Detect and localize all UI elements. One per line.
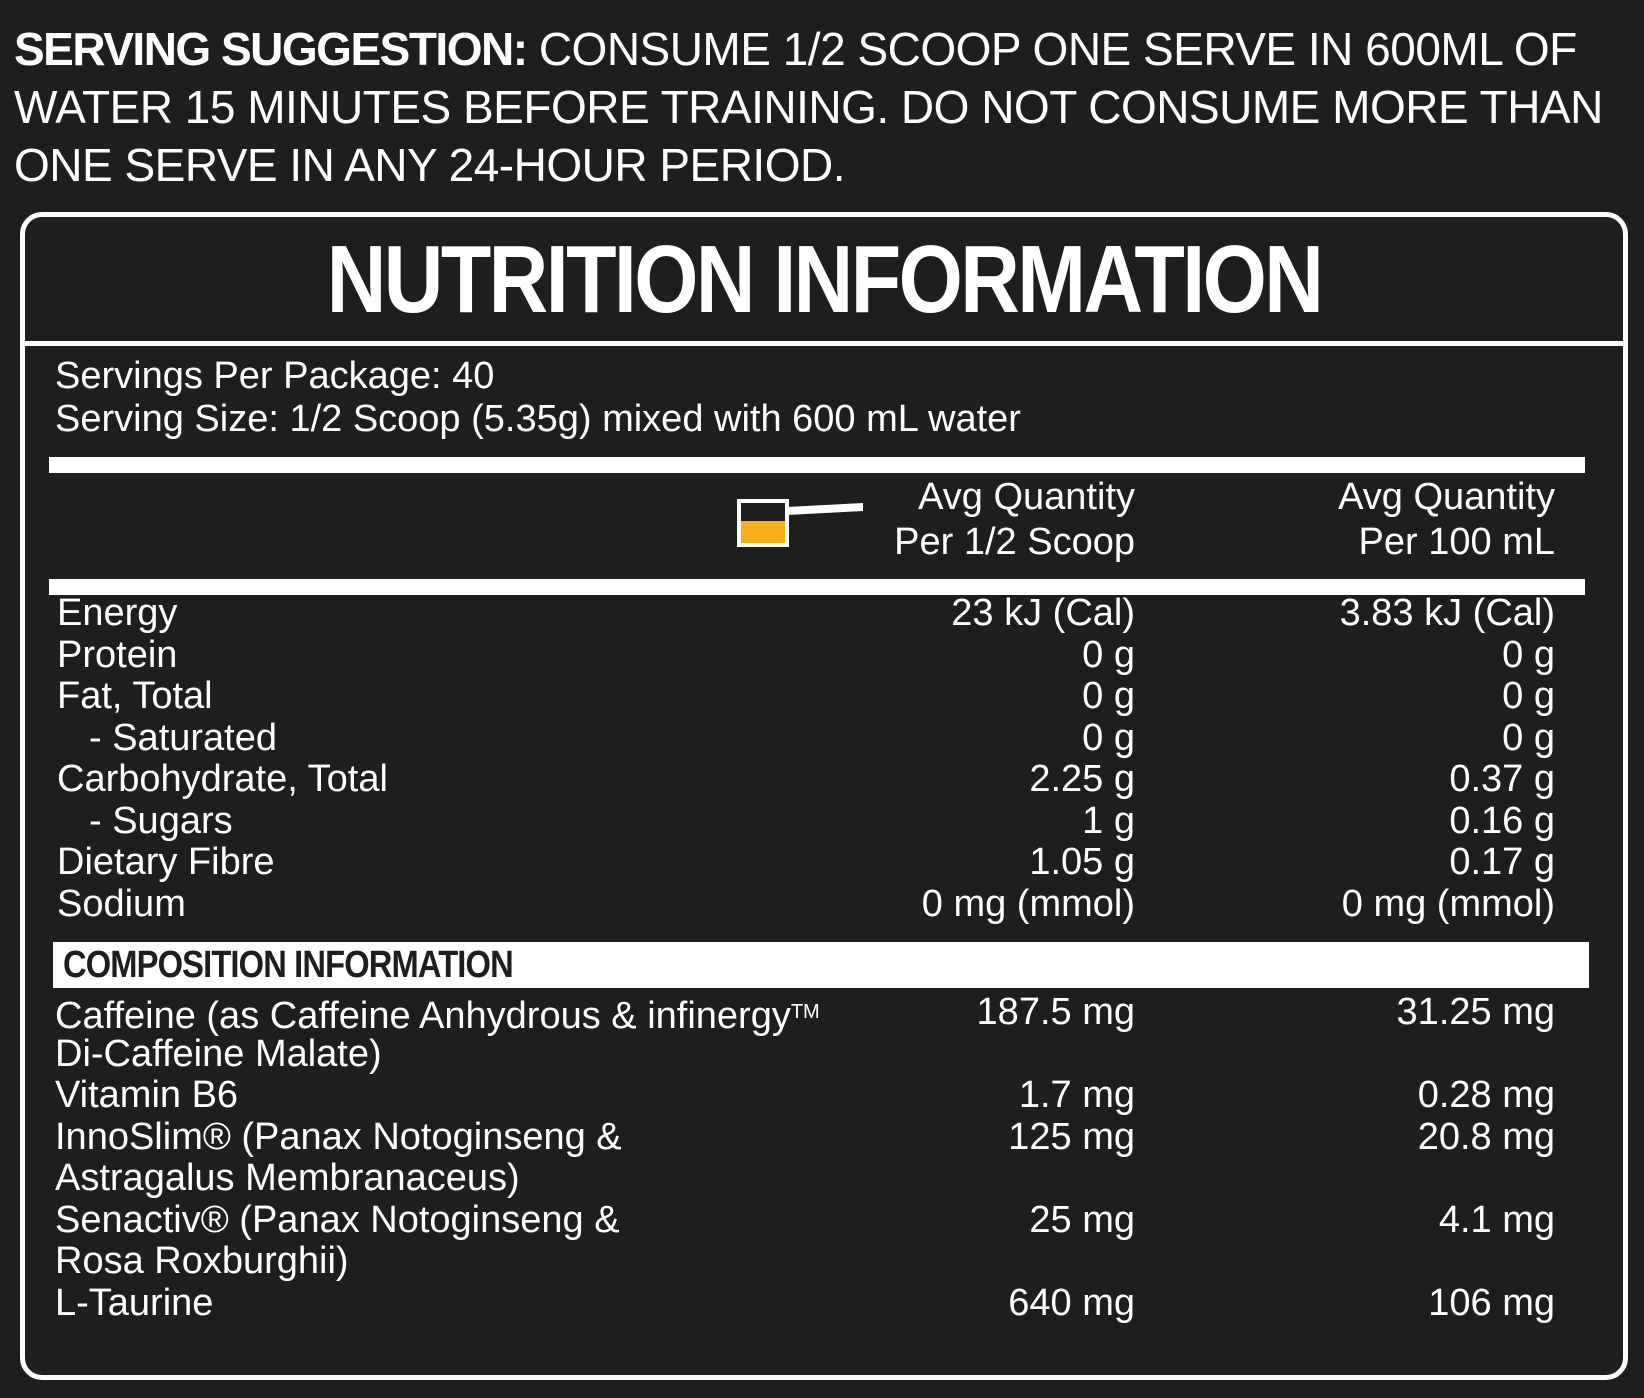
column-header-per-scoop: Avg Quantity Per 1/2 Scoop <box>894 475 1135 565</box>
nutrient-per-scoop: 1 g <box>1082 799 1135 842</box>
nutrient-per-scoop: 0 g <box>1082 675 1135 717</box>
nutrient-label: Energy <box>57 592 178 634</box>
panel-title: NUTRITION INFORMATION <box>326 226 1324 333</box>
nutrient-label: Dietary Fibre <box>57 841 275 883</box>
nutrient-per-scoop: 1.05 g <box>1029 841 1135 883</box>
composition-per-100ml: 31.25 mg <box>1396 991 1555 1033</box>
table-row: Caffeine (as Caffeine Anhydrous & infine… <box>25 991 1623 1036</box>
composition-label: Astragalus Membranaceus) <box>55 1157 520 1199</box>
nutrient-label: - Saturated <box>89 716 277 759</box>
nutrient-label: Sodium <box>57 882 186 925</box>
scoop-icon <box>737 499 863 547</box>
composition-label: Senactiv® (Panax Notoginseng & <box>55 1198 620 1241</box>
table-row: L-Taurine 640 mg 106 mg <box>25 1281 1623 1325</box>
composition-label: Di-Caffeine Malate) <box>55 1032 382 1075</box>
nutrient-per-100ml: 0 mg (mmol) <box>1341 882 1555 925</box>
composition-label: Vitamin B6 <box>55 1074 239 1116</box>
nutrient-per-scoop: 0 g <box>1082 633 1135 676</box>
column-header-line: Avg Quantity <box>918 476 1135 518</box>
nutrient-per-100ml: 0 g <box>1502 633 1555 676</box>
table-row: Protein 0 g 0 g <box>25 633 1623 677</box>
table-row: Energy 23 kJ (Cal) 3.83 kJ (Cal) <box>25 592 1623 635</box>
servings-per-package: Servings Per Package: 40 <box>55 355 495 397</box>
nutrient-label: Carbohydrate, Total <box>57 758 388 800</box>
composition-per-scoop: 25 mg <box>1029 1198 1135 1241</box>
nutrient-per-100ml: 0 g <box>1502 716 1555 759</box>
nutrient-per-scoop: 2.25 g <box>1029 758 1135 800</box>
composition-rows: Caffeine (as Caffeine Anhydrous & infine… <box>25 991 1623 1325</box>
table-row: InnoSlim® (Panax Notoginseng & 125 mg 20… <box>25 1115 1623 1159</box>
nutrient-label: Fat, Total <box>57 675 213 717</box>
serving-suggestion-label: SERVING SUGGESTION: <box>14 23 528 75</box>
title-divider <box>25 341 1623 346</box>
composition-per-100ml: 0.28 mg <box>1417 1074 1555 1116</box>
column-header-line: Per 100 mL <box>1358 521 1555 563</box>
nutrient-label: Protein <box>57 633 178 676</box>
composition-label: L-Taurine <box>55 1281 214 1324</box>
table-row-continuation: Astragalus Membranaceus) <box>25 1157 1623 1200</box>
table-row-continuation: Di-Caffeine Malate) <box>25 1032 1623 1076</box>
nutrient-rows: Energy 23 kJ (Cal) 3.83 kJ (Cal) Protein… <box>25 592 1623 926</box>
composition-per-100ml: 20.8 mg <box>1417 1115 1555 1158</box>
nutrient-label: - Sugars <box>89 799 233 842</box>
column-header-line: Per 1/2 Scoop <box>894 521 1135 563</box>
nutrient-per-scoop: 23 kJ (Cal) <box>951 592 1135 634</box>
table-row: Fat, Total 0 g 0 g <box>25 675 1623 718</box>
table-row: - Saturated 0 g 0 g <box>25 716 1623 760</box>
serving-suggestion-text: CONSUME 1/2 SCOOP ONE SERVE IN 600ML OF … <box>14 23 1603 191</box>
composition-label: Caffeine (as Caffeine Anhydrous & infine… <box>55 992 820 1038</box>
table-row-continuation: Rosa Roxburghii) <box>25 1240 1623 1283</box>
composition-label: InnoSlim® (Panax Notoginseng & <box>55 1115 622 1158</box>
nutrient-per-100ml: 0.37 g <box>1449 758 1555 800</box>
composition-per-scoop: 125 mg <box>1008 1115 1135 1158</box>
column-header-line: Avg Quantity <box>1338 476 1555 518</box>
composition-per-100ml: 4.1 mg <box>1438 1198 1555 1241</box>
composition-per-100ml: 106 mg <box>1428 1281 1555 1324</box>
table-row: Sodium 0 mg (mmol) 0 mg (mmol) <box>25 882 1623 926</box>
composition-per-scoop: 187.5 mg <box>976 991 1135 1033</box>
divider-bar-header <box>49 579 1585 595</box>
nutrition-panel: NUTRITION INFORMATION Servings Per Packa… <box>20 212 1628 1380</box>
nutrient-per-scoop: 0 g <box>1082 716 1135 759</box>
nutrient-per-100ml: 3.83 kJ (Cal) <box>1339 592 1555 634</box>
composition-heading: COMPOSITION INFORMATION <box>63 944 514 986</box>
table-row: - Sugars 1 g 0.16 g <box>25 799 1623 843</box>
table-row: Dietary Fibre 1.05 g 0.17 g <box>25 841 1623 884</box>
nutrient-per-100ml: 0.17 g <box>1449 841 1555 883</box>
table-row: Carbohydrate, Total 2.25 g 0.37 g <box>25 758 1623 801</box>
nutrient-per-100ml: 0 g <box>1502 675 1555 717</box>
composition-per-scoop: 1.7 mg <box>1018 1074 1135 1116</box>
composition-heading-bar: COMPOSITION INFORMATION <box>53 942 1589 988</box>
serving-suggestion: SERVING SUGGESTION: CONSUME 1/2 SCOOP ON… <box>14 20 1614 194</box>
serving-size: Serving Size: 1/2 Scoop (5.35g) mixed wi… <box>55 398 1021 440</box>
nutrient-per-scoop: 0 mg (mmol) <box>921 882 1135 925</box>
table-row: Vitamin B6 1.7 mg 0.28 mg <box>25 1074 1623 1117</box>
column-header-per-100ml: Avg Quantity Per 100 mL <box>1338 475 1555 565</box>
composition-label: Rosa Roxburghii) <box>55 1240 349 1282</box>
composition-label-text: Caffeine (as Caffeine Anhydrous & infine… <box>55 995 791 1037</box>
divider-bar-top <box>49 457 1585 473</box>
nutrient-per-100ml: 0.16 g <box>1449 799 1555 842</box>
serving-info: Servings Per Package: 40 Serving Size: 1… <box>55 355 1021 441</box>
trademark-mark: TM <box>790 1001 820 1023</box>
composition-per-scoop: 640 mg <box>1008 1281 1135 1324</box>
table-row: Senactiv® (Panax Notoginseng & 25 mg 4.1… <box>25 1198 1623 1242</box>
